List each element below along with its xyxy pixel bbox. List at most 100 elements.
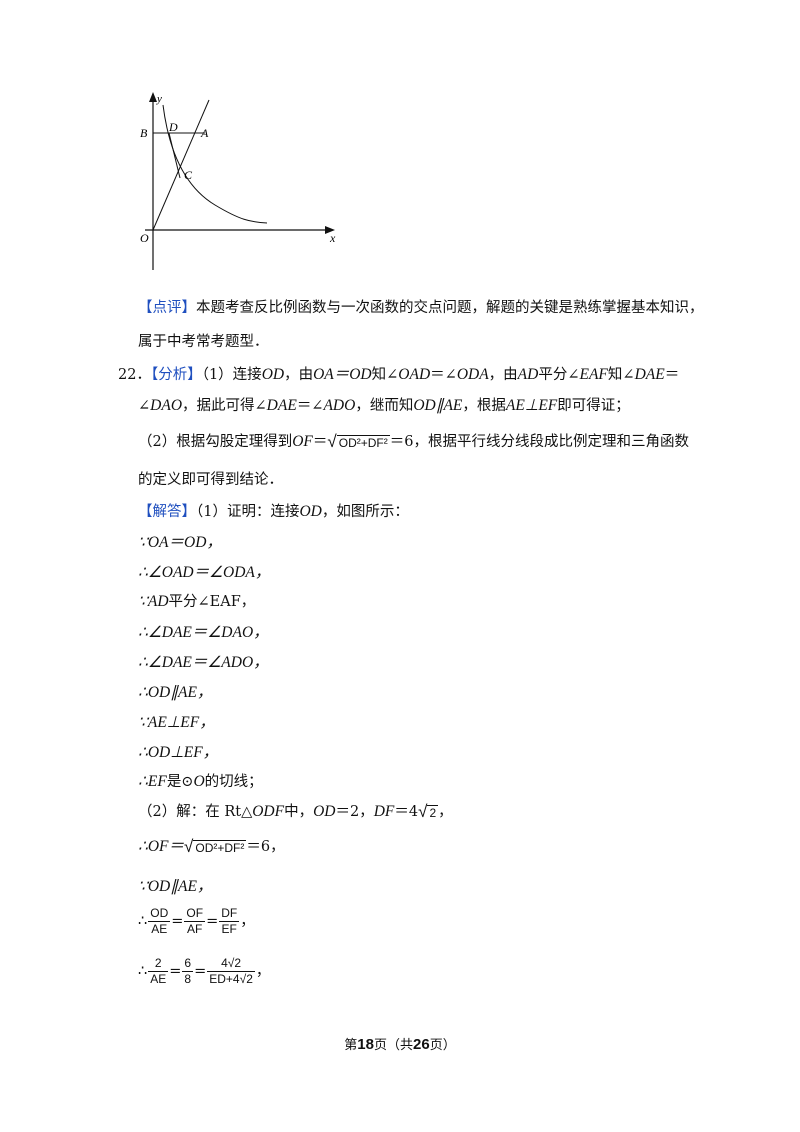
- text: ，: [240, 913, 255, 930]
- var: OD: [299, 503, 322, 520]
- answer-line-4: ∴∠DAE＝∠DAO，: [138, 620, 269, 642]
- comment-text-1: 本题考查反比例函数与一次函数的交点问题，解题的关键是熟练掌握基本知识，: [196, 300, 704, 316]
- var: OAD: [398, 366, 431, 383]
- var: DAE: [266, 397, 297, 414]
- q22-analysis-line-2: ∠DAO，据此可得∠DAE＝∠ADO，继而知OD∥AE，根据AE⊥EF即可得证；: [138, 394, 630, 415]
- var: AE⊥EF: [505, 397, 558, 414]
- fraction-od-ae: OD AE: [148, 906, 171, 937]
- q22-analysis-line-4: 的定义即可得到结论．: [138, 468, 283, 489]
- q22-analysis-line-3: （2）根据勾股定理得到OF＝√ OD²+DF² ＝6，根据平行线分线段成比例定理和三…: [138, 430, 689, 452]
- text: ，如图所示：: [321, 504, 409, 520]
- line-oa: [152, 99, 210, 231]
- text: ＝∠: [430, 367, 457, 383]
- denominator: ED+4√2: [209, 972, 253, 986]
- var: OD: [261, 366, 285, 383]
- text: 的定义即可得到结论．: [138, 472, 283, 488]
- fraction-4root2: 4√2 ED+4√2: [207, 956, 255, 987]
- x-axis-arrow: [325, 226, 335, 234]
- var: ADO: [323, 397, 356, 414]
- var: EAF: [579, 366, 608, 383]
- text: ＝2，: [335, 804, 374, 820]
- text: ，继而知: [355, 398, 414, 414]
- answer-line-6: ∴OD∥AE，: [138, 680, 212, 702]
- answer-line-0: 【解答】（1）证明：连接OD，如图所示：: [138, 500, 409, 521]
- fraction-df-ef: DF EF: [219, 906, 240, 937]
- text: （2）解：在 Rt△: [138, 804, 253, 820]
- y-axis-arrow: [149, 92, 157, 102]
- text: 知∠: [607, 367, 635, 383]
- text: 知∠: [371, 367, 399, 383]
- var: OD∥AE: [413, 397, 463, 414]
- numerator: OD: [148, 906, 171, 922]
- text: （1）证明：连接: [196, 504, 300, 520]
- var: DAE: [634, 366, 665, 383]
- answer-line-1: ∵OA＝OD，: [138, 530, 222, 552]
- step: ∴∠DAE＝∠DAO，: [138, 624, 269, 641]
- text: 即可得证；: [557, 398, 630, 414]
- var: O: [193, 773, 205, 790]
- radicand: OD²+DF²: [193, 840, 247, 855]
- text: 的切线；: [204, 774, 263, 790]
- text: 是⊙: [166, 774, 194, 790]
- answer-line-2: ∴∠OAD＝∠ODA，: [138, 560, 270, 582]
- label-y: y: [156, 93, 162, 105]
- sqrt-expression: √ OD²+DF²: [184, 837, 247, 856]
- radicand: 2: [427, 805, 439, 820]
- text: ∴: [138, 963, 148, 980]
- text: ，: [255, 963, 271, 980]
- page-footer: 第18页（共26页）: [0, 1034, 800, 1053]
- total-pages: 26: [413, 1036, 430, 1053]
- denominator: AE: [150, 972, 167, 986]
- step: ∴OD∥AE，: [138, 684, 213, 701]
- numerator: 4√2: [207, 956, 255, 972]
- step: ∵OA＝OD，: [138, 534, 222, 551]
- answer-line-7: ∵AE⊥EF，: [138, 710, 215, 732]
- sqrt-two: √ 2: [418, 802, 439, 821]
- answer-line-12: ∵OD∥AE，: [138, 874, 212, 896]
- denominator: AF: [187, 922, 203, 936]
- numerator: 6: [182, 956, 194, 972]
- var: DAO: [150, 397, 183, 414]
- text: ＝6，: [246, 839, 285, 855]
- text: ，由: [284, 367, 314, 383]
- step: ∴OD⊥EF，: [138, 744, 219, 761]
- fraction-2-ae: 2 AE: [148, 956, 169, 987]
- numerator: 2: [148, 956, 169, 972]
- step: ∴∠OAD＝∠ODA，: [138, 564, 271, 581]
- answer-line-13: ∴ OD AE = OF AF = DF EF，: [138, 906, 255, 937]
- var: ODA: [456, 366, 489, 383]
- sqrt-expression: √ OD²+DF²: [327, 432, 390, 451]
- answer-line-5: ∴∠DAE＝∠ADO，: [138, 650, 269, 672]
- text: 第: [344, 1038, 358, 1053]
- text: 页（共: [373, 1038, 413, 1053]
- page-number: 18: [357, 1036, 374, 1053]
- var: OD: [313, 803, 336, 820]
- comment-text-2: 属于中考常考题型．: [138, 334, 269, 350]
- label-a: A: [200, 126, 209, 140]
- text: ，: [438, 804, 453, 820]
- label-x: x: [329, 231, 336, 245]
- label-b: B: [140, 126, 148, 140]
- step: ∴OF＝: [138, 838, 185, 855]
- text: 平分∠EAF，: [168, 594, 256, 610]
- text: ，根据: [462, 398, 506, 414]
- segment-dc: [168, 132, 181, 179]
- text: 平分∠: [538, 367, 580, 383]
- label-c: C: [184, 168, 193, 182]
- label-d: D: [168, 120, 178, 134]
- answer-line-14: ∴ 2 AE = 6 8 = 4√2 ED+4√2，: [138, 956, 271, 987]
- step: ∵OD∥AE，: [138, 878, 213, 895]
- denominator: AE: [151, 922, 168, 936]
- comment-line-2: 属于中考常考题型．: [138, 330, 269, 351]
- step: ∵AE⊥EF，: [138, 714, 215, 731]
- step: ∵AD: [138, 593, 169, 610]
- var: OF: [292, 433, 313, 450]
- step: ∴∠DAE＝∠ADO，: [138, 654, 269, 671]
- text: ＝4: [394, 804, 419, 820]
- q22-analysis-line-1: 22．【分析】（1）连接OD，由OA＝OD知∠OAD＝∠ODA，由AD平分∠EA…: [118, 362, 679, 384]
- answer-line-3: ∵AD平分∠EAF，: [138, 590, 255, 611]
- fraction-of-af: OF AF: [184, 906, 206, 937]
- text: 中，: [284, 804, 314, 820]
- radicand: OD²+DF²: [336, 435, 390, 450]
